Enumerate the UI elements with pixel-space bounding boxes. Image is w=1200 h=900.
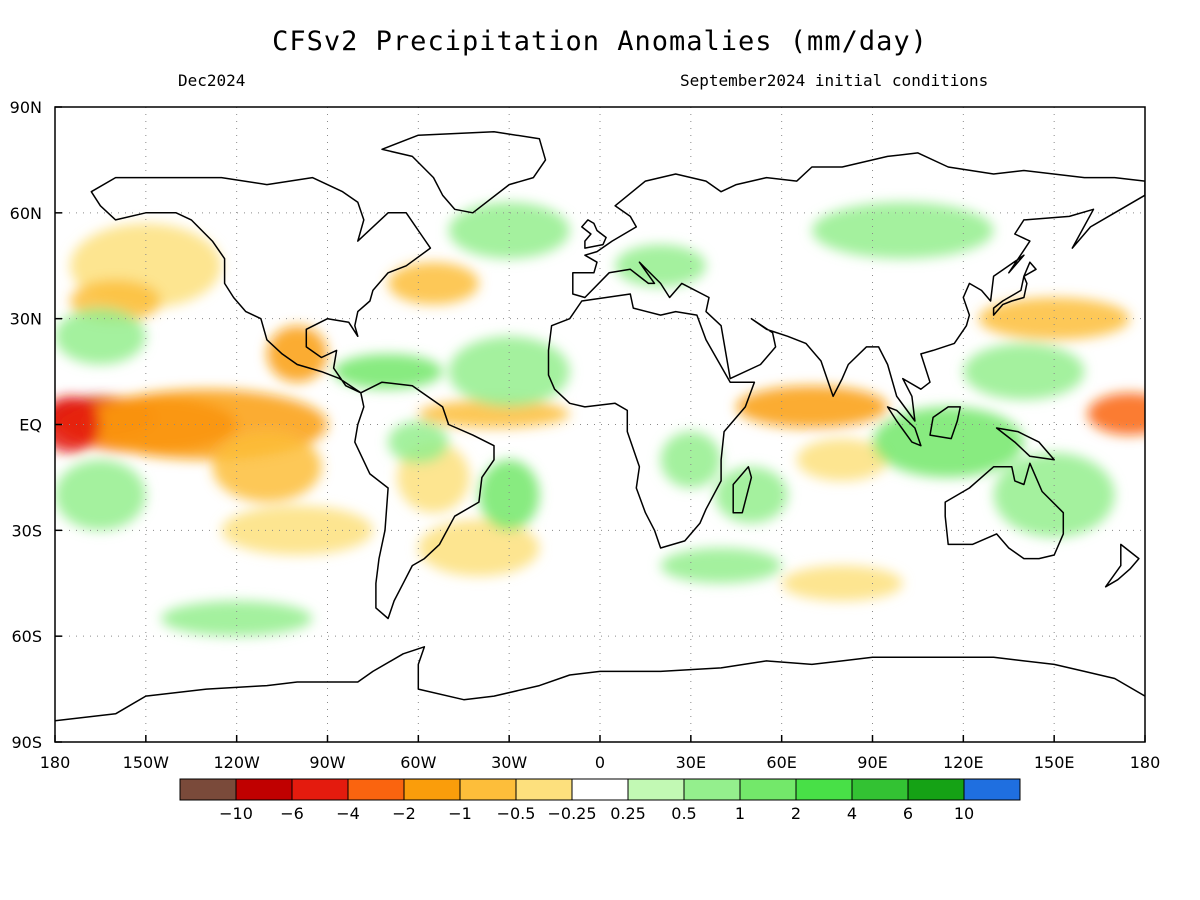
anomaly-region-17	[781, 565, 903, 601]
coastline-south-america	[354, 381, 495, 620]
anomaly-region-15	[1087, 392, 1145, 436]
lon-tick-label: 0	[595, 753, 605, 772]
colorbar-label: −10	[219, 804, 253, 823]
coastline-sumatra	[886, 406, 922, 447]
anomaly-region-9	[418, 399, 570, 429]
anomaly-region-21	[333, 353, 443, 390]
anomaly-region-33	[660, 547, 782, 584]
coastline-greenland	[381, 130, 547, 214]
lon-tick-label: 60E	[766, 753, 796, 772]
colorbar-swatch	[179, 778, 237, 801]
lon-tick-label: 180	[40, 753, 71, 772]
lon-tick-label: 60W	[400, 753, 436, 772]
coastline-africa	[547, 293, 756, 549]
colorbar-label: −1	[448, 804, 472, 823]
coastline-new-guinea	[995, 427, 1055, 461]
colorbar-swatch	[459, 778, 517, 801]
coastline-borneo	[929, 406, 962, 440]
colorbar-swatch	[739, 778, 797, 801]
anomaly-region-30	[993, 452, 1115, 538]
coastline-new-zealand	[1104, 543, 1140, 588]
colorbar-label: 0.5	[671, 804, 696, 823]
colorbar-swatch	[627, 778, 685, 801]
anomaly-region-25	[388, 420, 449, 464]
colorbar-swatch	[515, 778, 573, 801]
colorbar: −10 −6 −4 −2 −1 −0.5 −0.25 0.25 0.5 1 2 4 6 10	[179, 778, 1021, 823]
anomaly-region-32	[615, 244, 706, 287]
anomaly-region-3	[55, 396, 101, 453]
anomaly-region-16	[978, 297, 1130, 340]
colorbar-swatch	[235, 778, 293, 801]
lat-tick-label: 90N	[10, 98, 42, 117]
anomaly-region-26	[660, 431, 722, 488]
initial-conditions-label: September2024 initial conditions	[680, 71, 989, 90]
anomaly-region-29	[963, 343, 1085, 400]
anomaly-region-22	[448, 336, 570, 407]
anomaly-region-14	[796, 438, 888, 481]
colorbar-swatch	[963, 778, 1021, 801]
longitude-ticks: 180 150W 120W 90W 60W 30W 0 30E 60E 90E 120E 150E 18…	[40, 735, 1161, 772]
colorbar-swatch	[851, 778, 909, 801]
coastline-britain	[581, 219, 607, 249]
colorbar-label: 6	[903, 804, 913, 823]
coastlines	[55, 130, 1145, 722]
map-title: CFSv2 Precipitation Anomalies (mm/day)	[272, 26, 928, 57]
lon-tick-label: 30W	[491, 753, 527, 772]
graticule	[55, 107, 1145, 742]
colorbar-swatch	[291, 778, 349, 801]
colorbar-swatch	[571, 778, 629, 801]
anomaly-region-6	[266, 325, 328, 383]
colorbar-label: 1	[735, 804, 745, 823]
colorbar-label: 4	[847, 804, 857, 823]
anomaly-region-4	[212, 431, 322, 503]
anomaly-region-18	[55, 459, 146, 531]
lat-tick-label: 60N	[10, 204, 42, 223]
anomaly-region-13	[736, 385, 888, 429]
coastline-australia	[944, 462, 1065, 560]
lon-tick-label: 120W	[213, 753, 260, 772]
colorbar-label: 0.25	[610, 804, 646, 823]
colorbar-label: −4	[336, 804, 360, 823]
colorbar-label: −2	[392, 804, 416, 823]
valid-month-label: Dec2024	[178, 71, 246, 90]
colorbar-swatch	[347, 778, 405, 801]
colorbar-label: −6	[280, 804, 304, 823]
anomaly-region-23	[448, 202, 570, 259]
coastline-japan	[992, 261, 1037, 316]
lat-tick-label: 90S	[11, 733, 42, 752]
colorbar-swatch	[795, 778, 853, 801]
anomaly-region-5	[221, 505, 373, 556]
colorbar-label: −0.5	[497, 804, 536, 823]
lon-tick-label: 180	[1130, 753, 1161, 772]
lon-tick-label: 150E	[1034, 753, 1075, 772]
coastline-antarctica	[55, 646, 1145, 722]
lat-tick-label: EQ	[19, 416, 42, 435]
anomaly-region-12	[388, 262, 479, 305]
coastline-eurasia	[572, 152, 1145, 422]
lon-tick-label: 90E	[857, 753, 887, 772]
anomaly-region-24	[478, 459, 540, 531]
lon-tick-label: 150W	[123, 753, 170, 772]
lon-tick-label: 120E	[943, 753, 984, 772]
anomaly-fill-layer	[55, 202, 1145, 637]
colorbar-label: −0.25	[547, 804, 596, 823]
lon-tick-label: 30E	[676, 753, 706, 772]
lat-tick-label: 30S	[11, 521, 42, 540]
coastline-madagascar	[732, 466, 753, 514]
latitude-ticks: 90N 60N 30N EQ 30S 60S 90S	[10, 98, 62, 752]
lat-tick-label: 60S	[11, 627, 42, 646]
anomaly-region-19	[55, 308, 146, 365]
colorbar-swatch	[683, 778, 741, 801]
lat-tick-label: 30N	[10, 310, 42, 329]
anomaly-region-31	[811, 202, 994, 259]
coastline-north-america	[90, 176, 432, 394]
lon-tick-label: 90W	[309, 753, 345, 772]
colorbar-swatch	[403, 778, 461, 801]
colorbar-swatch	[907, 778, 965, 801]
colorbar-label: 10	[954, 804, 974, 823]
colorbar-label: 2	[791, 804, 801, 823]
